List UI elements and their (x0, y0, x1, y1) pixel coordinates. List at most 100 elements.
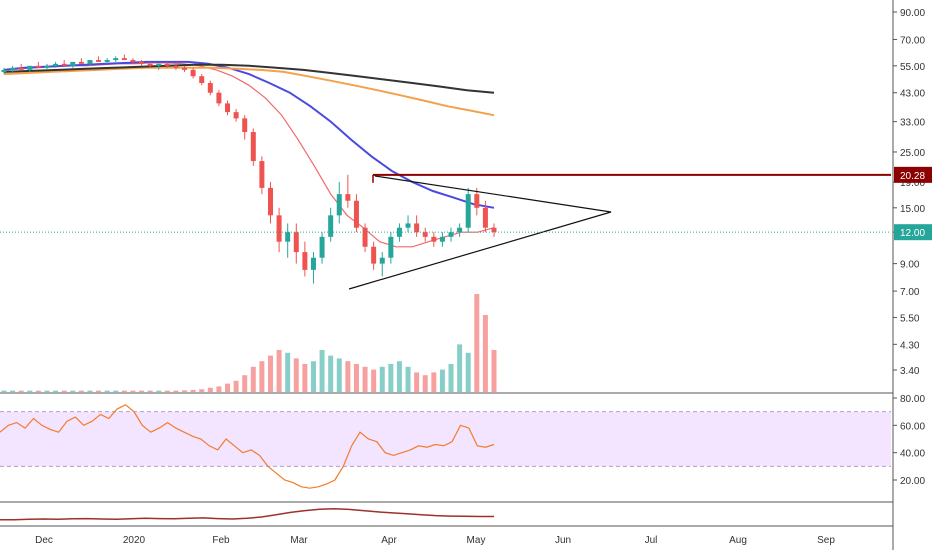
candle-body (362, 227, 368, 247)
candle-body (164, 63, 170, 66)
volume-bar (207, 387, 213, 392)
volume-bar (422, 375, 428, 392)
volume-bar (259, 361, 265, 392)
time-tick-label: Mar (290, 535, 308, 546)
volume-bar (70, 390, 76, 392)
time-tick-label: May (467, 535, 486, 546)
candle (431, 232, 437, 247)
volume-bar (250, 366, 256, 392)
candle-body (457, 227, 463, 233)
moving-average-line-3 (3, 63, 495, 94)
candle-body (70, 61, 76, 66)
volume-bar (1, 390, 7, 392)
candle (414, 215, 420, 237)
candle-body (121, 58, 127, 61)
volume-bar (285, 352, 291, 392)
volume-bar (113, 390, 119, 392)
current-price-badge: 12.00 (894, 224, 932, 241)
volume-bar (27, 390, 33, 392)
candle (1, 67, 7, 75)
resistance-price-badge-text: 20.28 (900, 171, 925, 182)
time-tick-label: Jun (555, 535, 571, 546)
candle-body (491, 227, 497, 233)
candle (199, 74, 205, 86)
candle-body (104, 60, 110, 62)
current-price-badge-text: 12.00 (900, 228, 925, 239)
candle (96, 56, 102, 62)
candle-body (439, 236, 445, 242)
candle (465, 187, 471, 233)
volume-bar (53, 390, 59, 392)
candle-body (147, 63, 153, 66)
volume-bar (182, 390, 188, 392)
candle (27, 65, 33, 72)
candle (35, 61, 41, 68)
candle-body (225, 103, 231, 113)
time-tick-label: Jul (645, 535, 658, 546)
lower-indicator-line (0, 507, 494, 521)
volume-bar (78, 390, 84, 392)
volume-bar (139, 390, 145, 392)
candle (362, 223, 368, 253)
time-tick-label: Apr (381, 535, 397, 546)
candle-body (10, 67, 16, 70)
price-tick-label: 33.00 (900, 118, 925, 129)
price-tick-label: 15.00 (900, 204, 925, 215)
volume-bar (96, 390, 102, 392)
candle-body (276, 215, 282, 242)
volume-bar (319, 350, 325, 392)
candle (233, 109, 239, 122)
current-price-badge-bg (894, 224, 932, 241)
price-tick-label: 90.00 (900, 8, 925, 19)
candle-body (130, 60, 136, 62)
volume-bar (396, 361, 402, 392)
price-tick-label: 19.00 (900, 178, 925, 189)
candle-body (405, 223, 411, 228)
volume-bar (87, 390, 93, 392)
volume-bar (310, 361, 316, 392)
candle-body (388, 236, 394, 258)
volume-bar (371, 369, 377, 392)
volume-bar (474, 294, 480, 392)
grid-layer (0, 0, 894, 550)
candle-body (207, 82, 213, 93)
candle (267, 181, 273, 224)
volume-bar (173, 390, 179, 392)
candle (491, 223, 497, 237)
candle-body (345, 194, 351, 201)
symmetrical-triangle (348, 175, 612, 290)
price-tick-label: 3.40 (900, 366, 920, 377)
candle (457, 223, 463, 237)
candle (439, 232, 445, 247)
axis-layer: 90.00 70.00 55.00 43.00 33.00 25.00 19.00 15.00… (35, 8, 932, 546)
volume-bar (147, 390, 153, 392)
candle-body (353, 200, 359, 228)
candle (164, 61, 170, 68)
volume-bar (293, 358, 299, 392)
candle (87, 60, 93, 66)
candle-body (1, 69, 7, 72)
candle (422, 227, 428, 242)
candle (190, 67, 196, 79)
volume-bar (405, 366, 411, 392)
volume-bar (345, 361, 351, 392)
candle-body (87, 60, 93, 64)
candle-body (44, 65, 50, 68)
volume-bar (328, 355, 334, 392)
rsi-tick-label: 80.00 (900, 394, 925, 405)
volume-bar (414, 372, 420, 392)
candle (70, 61, 76, 68)
volume-bar (121, 390, 127, 392)
candle-body (250, 132, 256, 162)
resistance-price-badge: 20.28 (894, 166, 932, 183)
rsi-band-layer (0, 411, 891, 467)
candle-body (310, 257, 316, 270)
candle-body (156, 63, 162, 66)
candle (388, 232, 394, 264)
volume-bar (267, 355, 273, 392)
indicator-layer (0, 404, 495, 521)
volume-bar (18, 390, 24, 392)
candle-body (53, 63, 59, 66)
